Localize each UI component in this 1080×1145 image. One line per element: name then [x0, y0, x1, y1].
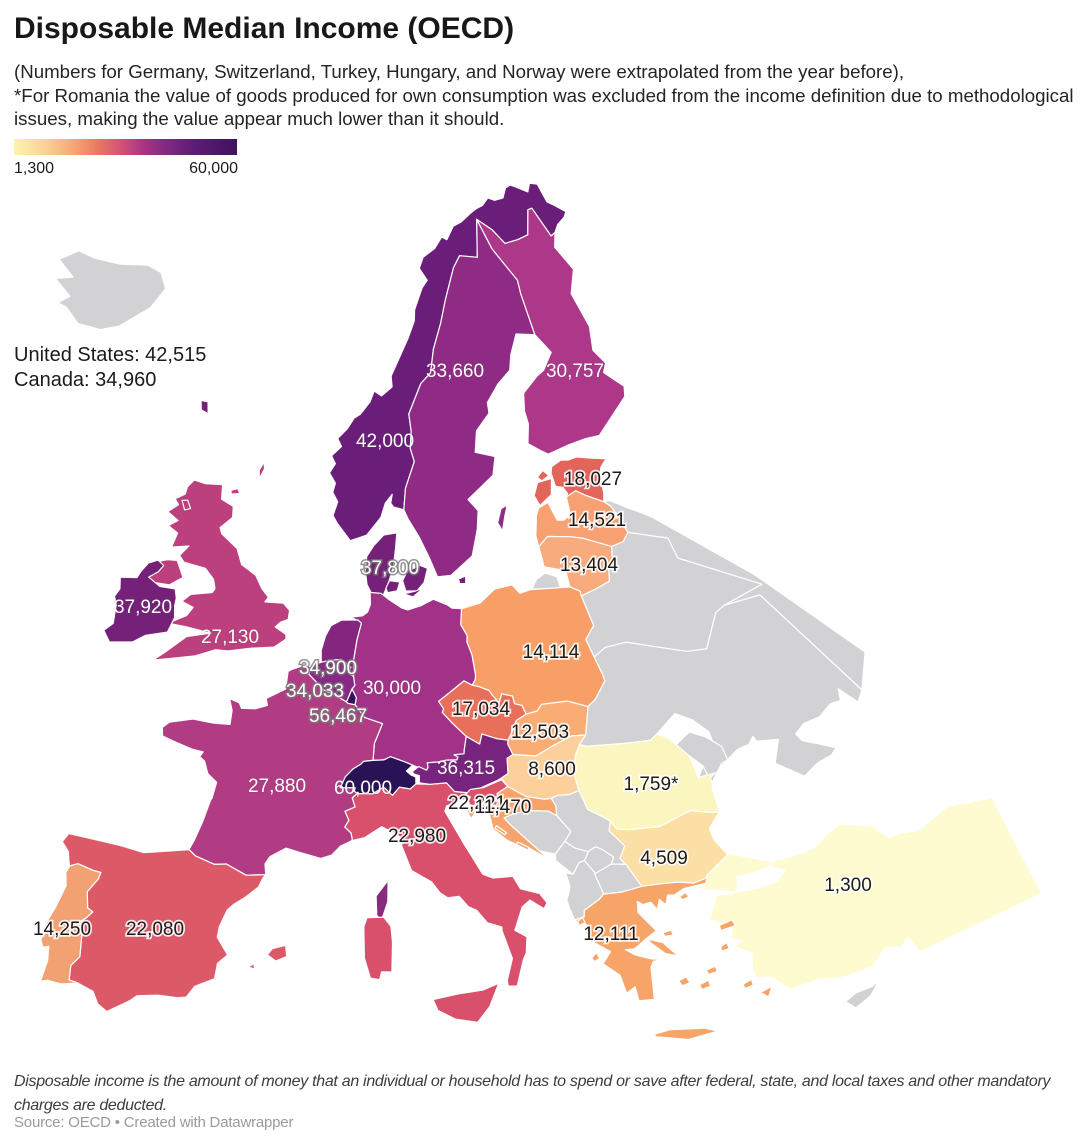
svg-text:36,315: 36,315 — [437, 758, 495, 779]
svg-text:30,000: 30,000 — [363, 678, 421, 699]
svg-text:8,600: 8,600 — [528, 759, 576, 780]
svg-text:12,503: 12,503 — [511, 722, 569, 743]
svg-text:33,660: 33,660 — [426, 361, 484, 382]
svg-text:1,759*: 1,759* — [624, 774, 680, 795]
svg-text:34,033: 34,033 — [286, 681, 344, 702]
svg-text:27,130: 27,130 — [201, 627, 259, 648]
svg-text:37,800: 37,800 — [361, 558, 419, 579]
svg-text:14,114: 14,114 — [523, 642, 580, 663]
svg-text:14,521: 14,521 — [568, 510, 626, 531]
svg-text:11,470: 11,470 — [475, 797, 532, 818]
svg-text:13,404: 13,404 — [560, 555, 619, 576]
svg-text:18,027: 18,027 — [564, 469, 622, 490]
svg-text:34,900: 34,900 — [299, 658, 357, 679]
svg-text:1,300: 1,300 — [824, 875, 872, 896]
svg-text:4,509: 4,509 — [640, 848, 688, 869]
svg-text:30,757: 30,757 — [546, 361, 604, 382]
svg-text:12,111: 12,111 — [583, 924, 638, 945]
svg-text:27,880: 27,880 — [248, 776, 306, 797]
svg-text:42,000: 42,000 — [356, 431, 414, 452]
svg-text:22,980: 22,980 — [388, 826, 446, 847]
svg-text:60,000: 60,000 — [334, 778, 392, 799]
svg-text:14,250: 14,250 — [33, 919, 91, 940]
svg-text:17,034: 17,034 — [452, 699, 511, 720]
svg-text:56,467: 56,467 — [309, 706, 367, 727]
svg-text:37,920: 37,920 — [114, 597, 172, 618]
svg-text:22,221: 22,221 — [448, 793, 506, 814]
svg-text:22,080: 22,080 — [126, 919, 184, 940]
